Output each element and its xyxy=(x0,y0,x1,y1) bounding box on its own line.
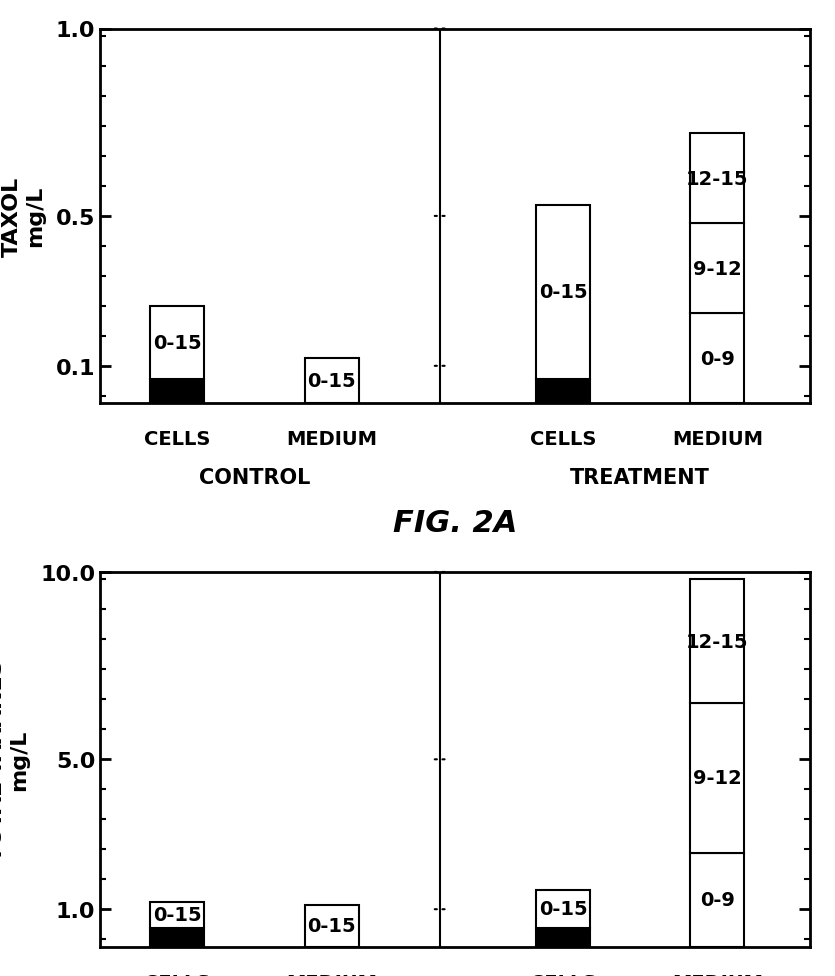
Text: 12-15: 12-15 xyxy=(686,170,749,188)
Y-axis label: TOTAL TAXANES
mg/L: TOTAL TAXANES mg/L xyxy=(0,659,29,860)
Text: CELLS: CELLS xyxy=(144,973,210,976)
Text: 0-9: 0-9 xyxy=(700,349,735,368)
Text: TREATMENT: TREATMENT xyxy=(570,468,710,487)
Text: FIG. 2A: FIG. 2A xyxy=(393,508,517,538)
Bar xyxy=(691,314,744,404)
Text: CELLS: CELLS xyxy=(530,430,596,449)
Text: MEDIUM: MEDIUM xyxy=(286,973,377,976)
Bar xyxy=(536,205,590,380)
Text: 0-15: 0-15 xyxy=(153,906,202,924)
Text: MEDIUM: MEDIUM xyxy=(672,430,763,449)
Text: 0-15: 0-15 xyxy=(539,900,587,918)
Bar xyxy=(536,890,590,928)
Text: 9-12: 9-12 xyxy=(693,769,741,788)
Text: MEDIUM: MEDIUM xyxy=(672,973,763,976)
Text: 0-15: 0-15 xyxy=(539,283,587,302)
Text: CONTROL: CONTROL xyxy=(199,468,310,487)
Bar xyxy=(150,380,205,404)
Bar xyxy=(150,928,205,947)
Text: 12-15: 12-15 xyxy=(686,632,749,651)
Bar xyxy=(305,359,359,404)
Bar xyxy=(150,902,205,928)
Bar xyxy=(691,853,744,947)
Y-axis label: TAXOL
mg/L: TAXOL mg/L xyxy=(2,177,45,257)
Text: 9-12: 9-12 xyxy=(693,260,741,278)
Bar xyxy=(691,224,744,314)
Text: 0-15: 0-15 xyxy=(307,916,356,936)
Bar xyxy=(150,306,205,380)
Bar xyxy=(536,380,590,404)
Text: 0-9: 0-9 xyxy=(700,890,735,910)
Text: 0-15: 0-15 xyxy=(153,334,202,352)
Text: CELLS: CELLS xyxy=(144,430,210,449)
Bar xyxy=(305,906,359,947)
Text: MEDIUM: MEDIUM xyxy=(286,430,377,449)
Text: 0-15: 0-15 xyxy=(307,372,356,390)
Bar xyxy=(691,704,744,853)
Bar xyxy=(536,928,590,947)
Bar xyxy=(691,134,744,224)
Text: CELLS: CELLS xyxy=(530,973,596,976)
Bar xyxy=(691,580,744,704)
